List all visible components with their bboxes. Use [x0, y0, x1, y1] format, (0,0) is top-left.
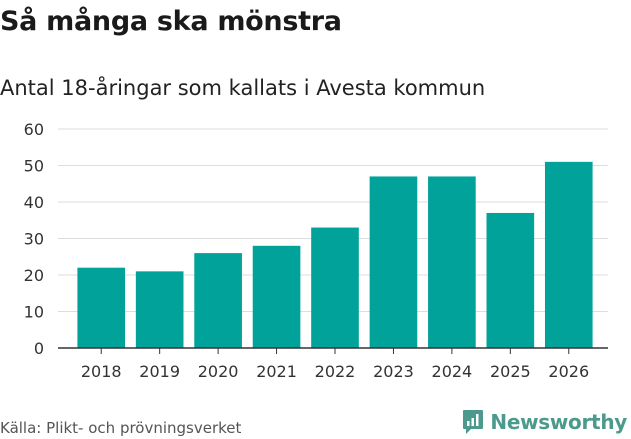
source-note: Källa: Plikt- och prövningsverket	[0, 419, 242, 437]
chart-subtitle: Antal 18-åringar som kallats i Avesta ko…	[0, 76, 486, 100]
brand-logo: Newsworthy	[462, 409, 627, 435]
y-tick-label: 0	[34, 339, 44, 358]
y-tick-label: 40	[24, 193, 44, 212]
y-tick-label: 60	[24, 120, 44, 139]
bar-2019	[135, 271, 184, 348]
bar-2022	[311, 227, 359, 348]
y-tick-label: 10	[24, 303, 44, 322]
bar-2018	[77, 267, 126, 348]
bar-2023	[369, 176, 418, 348]
y-tick-label: 50	[24, 157, 44, 176]
bar-2025	[486, 212, 535, 348]
chart-title: Så många ska mönstra	[0, 6, 342, 37]
x-tick-label: 2022	[315, 362, 356, 381]
bar-2021	[252, 245, 301, 348]
bar-2020	[194, 253, 242, 348]
x-tick-label: 2026	[548, 362, 589, 381]
x-tick-label: 2023	[373, 362, 414, 381]
y-tick-label: 30	[24, 230, 44, 249]
bars	[77, 161, 593, 348]
x-axis-ticks: 2018 2019 2020 2021 2022 2023 2024 2025 2026	[81, 348, 589, 381]
x-tick-label: 2018	[81, 362, 122, 381]
x-tick-label: 2025	[490, 362, 531, 381]
x-tick-label: 2024	[432, 362, 473, 381]
x-tick-label: 2019	[139, 362, 180, 381]
x-tick-label: 2021	[256, 362, 297, 381]
y-tick-label: 20	[24, 266, 44, 285]
brand-name: Newsworthy	[490, 410, 627, 434]
y-axis-ticks: 0 10 20 30 40 50 60	[24, 120, 44, 358]
newsworthy-logo-icon	[463, 410, 484, 434]
bar-2026	[544, 161, 593, 348]
x-tick-label: 2020	[198, 362, 239, 381]
bar-2024	[428, 176, 476, 348]
